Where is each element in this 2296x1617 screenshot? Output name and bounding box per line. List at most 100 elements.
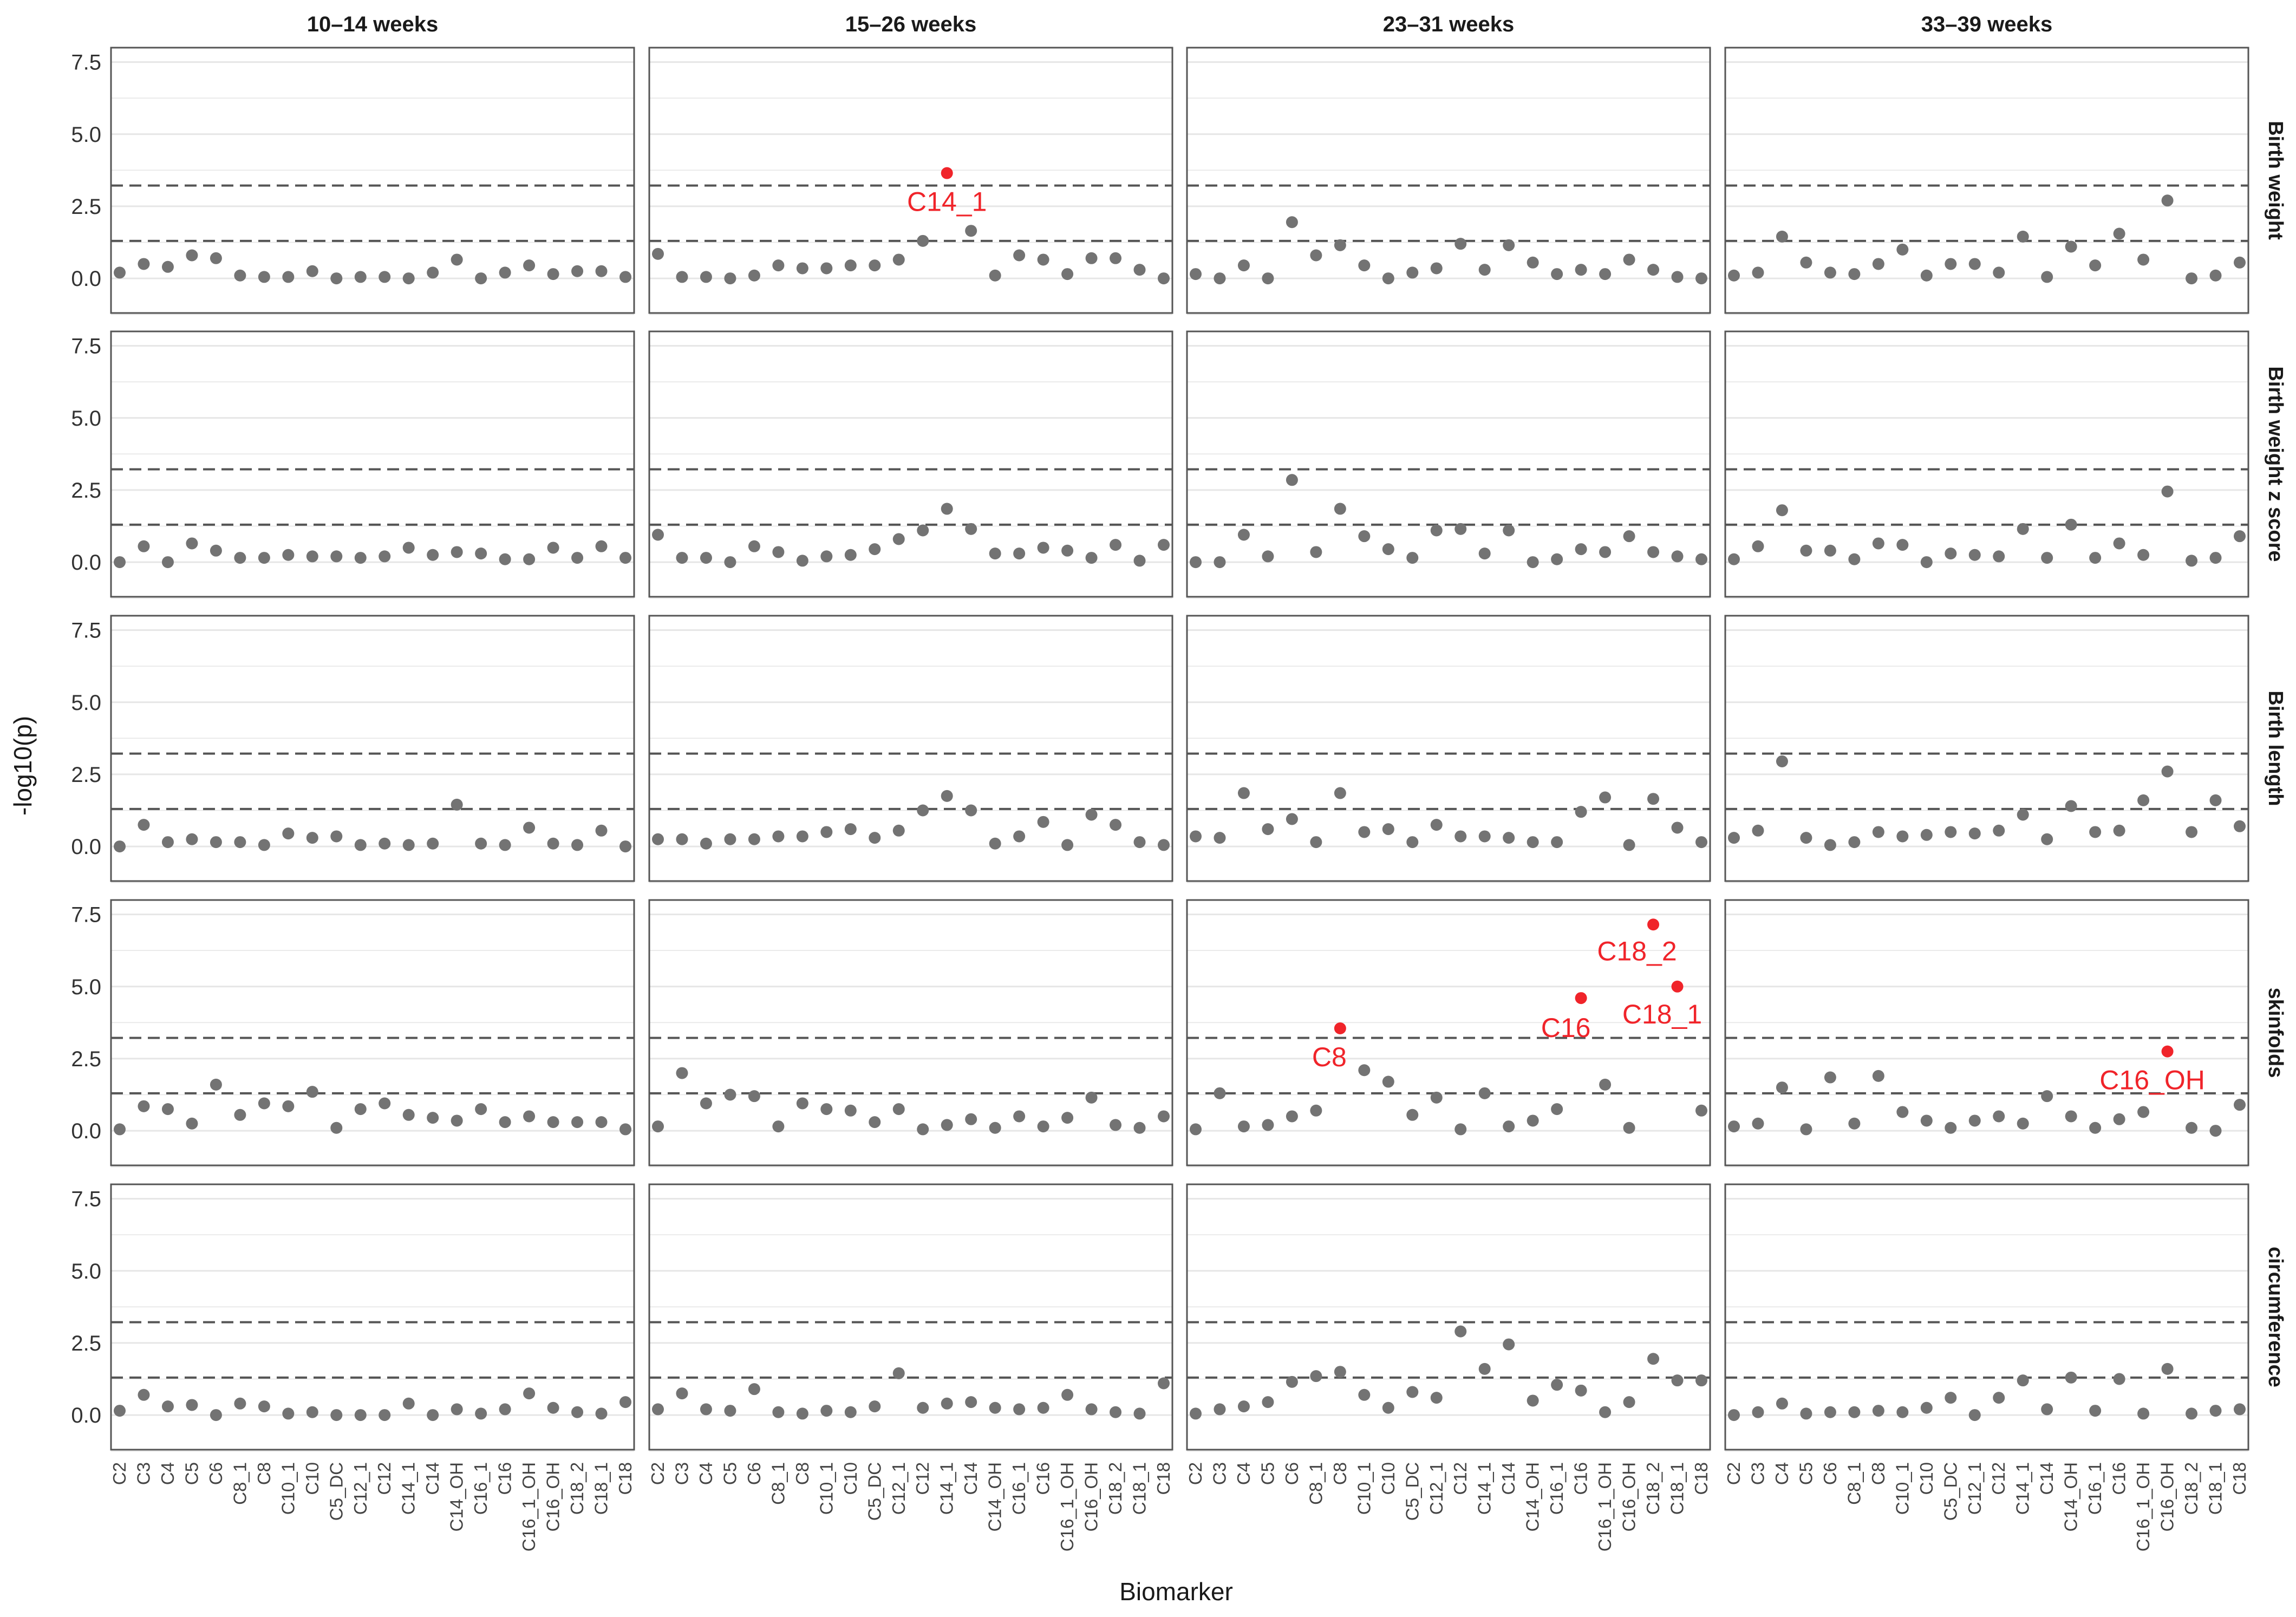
x-tick-label: C16_OH xyxy=(2157,1462,2177,1531)
y-tick-label: 7.5 xyxy=(71,1188,101,1211)
data-point xyxy=(1382,1401,1394,1414)
x-tick-label: C5_DC xyxy=(326,1462,346,1521)
data-point xyxy=(523,553,536,565)
x-tick-label: C14 xyxy=(1498,1462,1518,1495)
data-point xyxy=(354,1103,367,1116)
data-point xyxy=(1262,550,1274,563)
x-tick-label: C5 xyxy=(720,1462,740,1485)
data-point xyxy=(1454,238,1467,250)
x-tick-label: C16 xyxy=(495,1462,515,1495)
data-point xyxy=(892,533,905,545)
data-point xyxy=(1896,830,1909,843)
data-point xyxy=(1527,256,1539,269)
data-point xyxy=(748,833,760,845)
panel-border xyxy=(1186,615,1711,882)
data-point xyxy=(700,1403,712,1416)
data-point xyxy=(161,836,174,849)
data-point xyxy=(1110,819,1122,831)
data-point xyxy=(571,552,584,564)
data-point xyxy=(796,1097,808,1110)
panel-5-4 xyxy=(1724,1183,2249,1452)
data-point xyxy=(989,837,1001,850)
data-point xyxy=(1599,1406,1612,1418)
data-point xyxy=(595,540,608,552)
data-point xyxy=(1776,1397,1788,1410)
data-point xyxy=(1945,258,1957,270)
data-point xyxy=(2017,523,2029,535)
data-point xyxy=(844,259,857,272)
data-point xyxy=(676,271,688,283)
data-point xyxy=(1824,1406,1836,1418)
data-point xyxy=(2065,240,2077,253)
data-point xyxy=(1671,821,1684,834)
data-point xyxy=(1920,1114,1933,1127)
data-point xyxy=(1551,1379,1563,1391)
data-point xyxy=(1430,819,1443,831)
data-point xyxy=(676,1067,688,1079)
panel-border xyxy=(648,615,1173,882)
data-point xyxy=(547,1401,559,1414)
data-point xyxy=(1382,543,1394,556)
data-point xyxy=(965,804,977,817)
x-tick-label: C10_1 xyxy=(1892,1462,1912,1515)
data-point xyxy=(1133,555,1146,567)
data-point xyxy=(917,234,929,247)
data-point xyxy=(379,271,391,283)
y-tick-label: 7.5 xyxy=(71,903,101,927)
data-point xyxy=(1728,269,1740,282)
data-point xyxy=(1406,1109,1419,1121)
data-point xyxy=(1037,253,1049,266)
x-tick-label: C18 xyxy=(615,1462,635,1495)
data-point xyxy=(523,821,536,834)
data-point xyxy=(138,1388,150,1401)
x-tick-label: C8_1 xyxy=(1306,1462,1326,1505)
data-point xyxy=(700,271,712,283)
data-point xyxy=(619,840,631,853)
data-point xyxy=(1647,1353,1660,1365)
y-tick-label: 5.0 xyxy=(71,123,101,147)
data-point xyxy=(2017,808,2029,821)
data-point xyxy=(796,830,808,843)
data-point xyxy=(379,1409,391,1422)
data-point xyxy=(427,549,439,561)
data-point xyxy=(1237,1120,1250,1133)
x-tick-label: C2 xyxy=(1185,1462,1205,1485)
x-tick-label: C14_1 xyxy=(1475,1462,1495,1515)
data-point xyxy=(1623,1122,1635,1134)
data-point xyxy=(1671,1374,1684,1387)
data-point xyxy=(1190,556,1202,569)
data-point xyxy=(1599,1078,1612,1091)
panel-5-2 xyxy=(648,1183,1173,1452)
data-point xyxy=(1310,836,1322,849)
data-point xyxy=(114,556,126,569)
panel-border xyxy=(1186,899,1711,1166)
data-point xyxy=(1237,529,1250,541)
x-tick-label: C10_1 xyxy=(1354,1462,1374,1515)
x-tick-label: C3 xyxy=(671,1462,692,1485)
data-point xyxy=(2113,537,2125,550)
data-point xyxy=(820,550,833,563)
data-point xyxy=(282,1407,295,1420)
data-point xyxy=(2209,1405,2222,1417)
panel-border xyxy=(1724,899,2249,1166)
y-tick-label: 7.5 xyxy=(71,619,101,643)
data-point xyxy=(1993,1392,2005,1404)
x-tick-label: C2 xyxy=(1724,1462,1744,1485)
point-annotation-C16_OH: C16_OH xyxy=(2099,1065,2205,1096)
data-point xyxy=(427,266,439,279)
data-point xyxy=(1527,556,1539,569)
data-point xyxy=(1158,1110,1170,1123)
data-point xyxy=(1824,544,1836,557)
panel-5-1 xyxy=(110,1183,635,1452)
data-point xyxy=(1776,755,1788,767)
data-point xyxy=(2161,765,2174,778)
panel-4-2 xyxy=(648,899,1173,1168)
x-tick-label: C16_1 xyxy=(1009,1462,1029,1515)
x-tick-label: C8_1 xyxy=(230,1462,250,1505)
row-strip-label: Birth length xyxy=(2264,690,2287,806)
data-point xyxy=(1728,832,1740,844)
panel-border xyxy=(1186,47,1711,314)
panel-border xyxy=(648,330,1173,598)
data-point xyxy=(258,1097,270,1110)
data-point xyxy=(724,272,736,285)
